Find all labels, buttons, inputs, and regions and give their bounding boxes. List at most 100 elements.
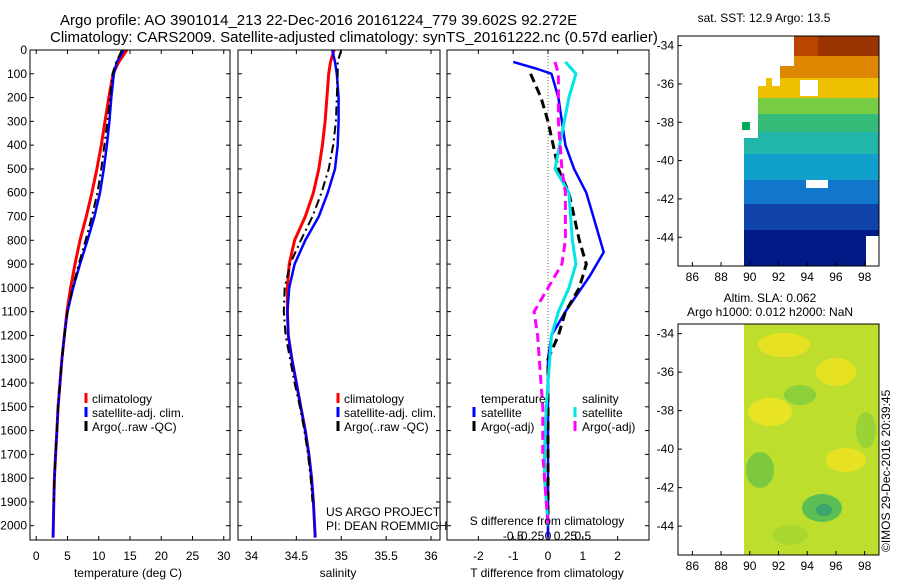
y-tick-label: 1700 <box>0 447 27 461</box>
y-tick-label: 1400 <box>0 376 27 390</box>
lon-tick-label: 98 <box>858 559 872 573</box>
salinity-xlabel: salinity <box>320 566 357 580</box>
y-tick-label: 700 <box>7 210 27 224</box>
y-tick-label: 300 <box>7 114 27 128</box>
lat-tick-label: -40 <box>657 442 675 456</box>
x-tick-label: 34 <box>245 549 259 563</box>
y-tick-label: 1000 <box>0 281 27 295</box>
legend-salinity-title: salinity <box>582 392 619 406</box>
lat-tick-label: -34 <box>657 327 675 341</box>
lon-tick-label: 92 <box>772 559 786 573</box>
lat-tick-label: -36 <box>657 77 675 91</box>
series-line-temperature-argo-adj- <box>529 73 588 526</box>
x-tick-label: 25 <box>186 549 200 563</box>
temperature-xlabel: temperature (deg C) <box>74 566 182 580</box>
lon-tick-label: 94 <box>801 559 815 573</box>
y-tick-label: 100 <box>7 67 27 81</box>
lon-tick-label: 86 <box>686 559 700 573</box>
x-tick-label: 35.5 <box>374 549 398 563</box>
legend-temp-argo-label: Argo(-adj) <box>481 420 534 434</box>
y-tick-label: 2000 <box>0 519 27 533</box>
timestamp-credit: ©IMOS 29-Dec-2016 20:39:45 <box>879 389 893 552</box>
y-tick-label: 1900 <box>0 495 27 509</box>
legend-argo-label: Argo(..raw -QC) <box>344 420 429 434</box>
lon-tick-label: 88 <box>714 559 728 573</box>
y-tick-label: 1300 <box>0 352 27 366</box>
lat-tick-label: -44 <box>657 230 675 244</box>
lon-tick-label: 96 <box>829 270 843 284</box>
y-tick-label: 1200 <box>0 328 27 342</box>
series-line-salinity-argo-adj- <box>532 61 567 526</box>
salinity-panel: 34 34.5 35 35.5 36 salinity climatology sate… <box>237 49 447 580</box>
lon-tick-label: 90 <box>743 559 757 573</box>
x-tick-label: -2 <box>473 549 484 563</box>
lat-tick-label: -34 <box>657 39 675 53</box>
y-tick-label: 800 <box>7 233 27 247</box>
y-tick-label: 400 <box>7 138 27 152</box>
temperature-axes <box>29 49 231 541</box>
title-line-1: Argo profile: AO 3901014_213 22-Dec-2016… <box>60 12 577 29</box>
y-tick-label: 0 <box>20 43 27 57</box>
sst-map: sat. SST: 12.9 Argo: 13.5 86 88 90 92 94 96 98… <box>657 11 880 284</box>
lat-tick-label: -42 <box>657 192 675 206</box>
sla-map-field <box>744 324 879 555</box>
lat-tick-label: -36 <box>657 365 675 379</box>
lon-tick-label: 92 <box>772 270 786 284</box>
sla-map-title-2: Argo h1000: 0.012 h2000: NaN <box>687 305 853 319</box>
y-tick-label: 200 <box>7 91 27 105</box>
salinity-legend: climatology satellite-adj. clim. Argo(..… <box>336 392 436 434</box>
x-tick-label: 5 <box>64 549 71 563</box>
temperature-panel: 0100200300400500600700800900100011001200… <box>0 43 230 580</box>
series-line-climatology <box>51 49 129 538</box>
legend-temp-satellite-label: satellite <box>481 406 522 420</box>
sla-map-title-1: Altim. SLA: 0.062 <box>724 291 817 305</box>
lon-tick-label: 86 <box>686 270 700 284</box>
x-tick-label: 0 <box>33 549 40 563</box>
difference-panel: -2 -1 0 1 2-0.5-0.25 0 0.250.5 T difference fr… <box>446 49 650 580</box>
lon-tick-label: 96 <box>829 559 843 573</box>
lat-tick-label: -38 <box>657 404 675 418</box>
y-tick-label: 500 <box>7 162 27 176</box>
series-line-satellite-adj-clim- <box>286 49 340 538</box>
project-credit: US ARGO PROJECT <box>326 505 441 519</box>
title-line-2: Climatology: CARS2009. Satellite-adjuste… <box>50 29 658 46</box>
difference-xlabel: T difference from climatology <box>470 566 624 580</box>
legend-satellite-label: satellite-adj. clim. <box>92 406 184 420</box>
difference-legend: temperature salinity satellite Argo(-adj… <box>472 392 635 434</box>
s-tick-label: 0.5 <box>574 529 591 543</box>
y-tick-label: 600 <box>7 186 27 200</box>
x-tick-label: 0 <box>545 549 552 563</box>
legend-climatology-label: climatology <box>92 392 152 406</box>
legend-climatology-label: climatology <box>344 392 404 406</box>
y-tick-label: 900 <box>7 257 27 271</box>
x-tick-label: 2 <box>614 549 621 563</box>
y-tick-label: 1800 <box>0 471 27 485</box>
legend-satellite-label: satellite-adj. clim. <box>344 406 436 420</box>
x-tick-label: 35 <box>335 549 349 563</box>
x-tick-label: 34.5 <box>285 549 309 563</box>
lat-tick-label: -38 <box>657 115 675 129</box>
y-tick-label: 1500 <box>0 400 27 414</box>
salinity-axes <box>237 49 441 541</box>
temperature-legend: climatology satellite-adj. clim. Argo(..… <box>84 392 184 434</box>
legend-sal-argo-label: Argo(-adj) <box>582 420 635 434</box>
x-tick-label: -1 <box>508 549 519 563</box>
y-tick-label: 1100 <box>1 305 27 319</box>
series-line-argo-raw-qc- <box>282 49 343 502</box>
lat-tick-label: -44 <box>657 519 675 533</box>
legend-argo-label: Argo(..raw -QC) <box>92 420 177 434</box>
x-tick-label: 1 <box>579 549 586 563</box>
legend-sal-satellite-label: satellite <box>582 406 623 420</box>
difference-axes <box>446 49 650 541</box>
sst-map-field <box>742 36 879 266</box>
y-tick-label: 1600 <box>0 424 27 438</box>
x-tick-label: 30 <box>217 549 231 563</box>
sst-map-title: sat. SST: 12.9 Argo: 13.5 <box>698 11 831 25</box>
sla-map: Altim. SLA: 0.062 Argo h1000: 0.012 h200… <box>657 291 880 573</box>
series-line-satellite-adj-clim- <box>51 49 125 538</box>
s-difference-label: S difference from climatology <box>470 514 625 528</box>
legend-temperature-title: temperature <box>481 392 546 406</box>
s-tick-label: -0.25 <box>517 529 545 543</box>
x-tick-label: 36 <box>424 549 438 563</box>
